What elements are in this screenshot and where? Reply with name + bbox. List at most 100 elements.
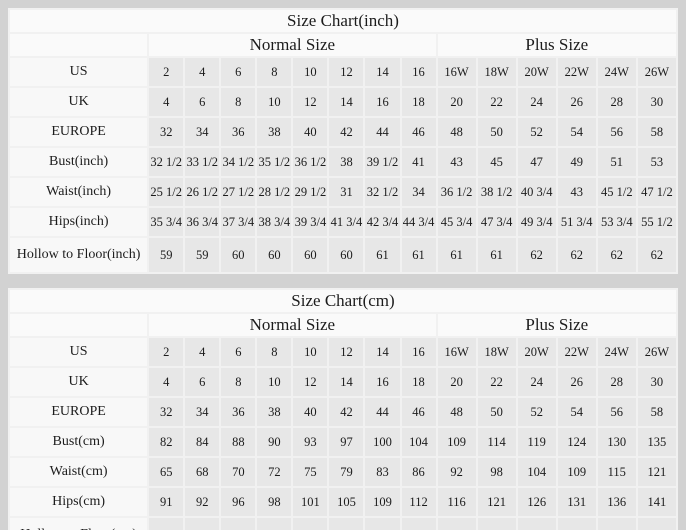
size-cell: 39 3/4 [293, 208, 328, 236]
size-cell: 49 3/4 [517, 208, 556, 236]
size-cell: 10 [293, 58, 328, 86]
size-cell: 14 [329, 368, 364, 396]
size-cell: 34 1/2 [221, 148, 256, 176]
table-row: Hips(cm) 91 92 96 98 101 105 109 112 116 121 126 131… [10, 488, 676, 516]
size-cell: 34 [185, 398, 220, 426]
size-cell: 33 1/2 [185, 148, 220, 176]
size-cell: 48 [437, 398, 476, 426]
size-cell: 36 1/2 [293, 148, 328, 176]
size-cell: 121 [637, 458, 676, 486]
size-cell: 42 [329, 118, 364, 146]
size-cell: 16 [365, 88, 400, 116]
size-cell: 56 [597, 118, 636, 146]
size-cell: 79 [329, 458, 364, 486]
table-row: Waist(inch) 25 1/2 26 1/2 27 1/2 28 1/2 29 1/… [10, 178, 676, 206]
size-cell: 52 [517, 398, 556, 426]
size-cell: 155 [437, 518, 476, 530]
size-cell: 112 [401, 488, 436, 516]
size-cell: 70 [221, 458, 256, 486]
size-cell: 24W [597, 58, 636, 86]
table-row: US 2 4 6 8 10 12 14 16 16W 18W 20W 22W 24W 26W [10, 58, 676, 86]
size-cell: 136 [597, 488, 636, 516]
size-cell: 35 3/4 [149, 208, 184, 236]
size-cell: 97 [329, 428, 364, 456]
row-label: EUROPE [10, 118, 148, 146]
size-cell: 32 [149, 118, 184, 146]
size-cell: 18W [477, 338, 516, 366]
row-label: US [10, 338, 148, 366]
size-chart-cm-table: Size Chart(cm) Normal Size Plus Size US 2… [8, 288, 678, 530]
size-cell: 4 [185, 58, 220, 86]
group-header-row: Normal Size Plus Size [10, 314, 676, 336]
size-cell: 24 [517, 88, 556, 116]
size-cell: 42 [329, 398, 364, 426]
table-body: US 2 4 6 8 10 12 14 16 16W 18W 20W 22W 24W 26W UK 4 6 8 10 1… [10, 338, 676, 530]
table-title-row: Size Chart(cm) [10, 290, 676, 312]
size-cell: 121 [477, 488, 516, 516]
size-cell: 10 [257, 368, 292, 396]
table-row: EUROPE 32 34 36 38 40 42 44 46 48 50 52 54 56 58 [10, 118, 676, 146]
size-cell: 16 [401, 338, 436, 366]
size-cell: 42 3/4 [365, 208, 400, 236]
size-cell: 26W [637, 338, 676, 366]
size-cell: 135 [637, 428, 676, 456]
size-cell: 155 [365, 518, 400, 530]
size-cell: 59 [149, 238, 184, 272]
size-cell: 152 [293, 518, 328, 530]
size-cell: 93 [293, 428, 328, 456]
size-cell: 43 [437, 148, 476, 176]
size-cell: 61 [477, 238, 516, 272]
size-cell: 51 [597, 148, 636, 176]
size-cell: 16W [437, 338, 476, 366]
row-label: US [10, 58, 148, 86]
size-cell: 16 [401, 58, 436, 86]
size-cell: 18 [401, 368, 436, 396]
size-cell: 158 [597, 518, 636, 530]
size-cell: 32 1/2 [149, 148, 184, 176]
size-cell: 141 [637, 488, 676, 516]
table-title-row: Size Chart(inch) [10, 10, 676, 32]
size-cell: 56 [597, 398, 636, 426]
table-row: Bust(cm) 82 84 88 90 93 97 100 104 109 114 119 124 13… [10, 428, 676, 456]
size-cell: 90 [257, 428, 292, 456]
size-cell: 38 [329, 148, 364, 176]
size-cell: 109 [557, 458, 596, 486]
size-cell: 155 [477, 518, 516, 530]
corner-cell [10, 34, 148, 56]
size-cell: 22W [557, 338, 596, 366]
size-cell: 104 [401, 428, 436, 456]
size-cell: 58 [637, 398, 676, 426]
table-row: UK 4 6 8 10 12 14 16 18 20 22 24 26 28 30 [10, 88, 676, 116]
size-cell: 50 [477, 118, 516, 146]
size-cell: 10 [293, 338, 328, 366]
size-cell: 4 [149, 88, 184, 116]
size-cell: 18 [401, 88, 436, 116]
size-cell: 62 [597, 238, 636, 272]
size-cell: 39 1/2 [365, 148, 400, 176]
size-cell: 28 [597, 368, 636, 396]
size-cell: 62 [637, 238, 676, 272]
size-cell: 50 [477, 398, 516, 426]
size-cell: 96 [221, 488, 256, 516]
size-cell: 34 [185, 118, 220, 146]
row-label: Waist(inch) [10, 178, 148, 206]
size-cell: 25 1/2 [149, 178, 184, 206]
group-header-plus-size: Plus Size [437, 314, 676, 336]
size-cell: 86 [401, 458, 436, 486]
size-cell: 126 [517, 488, 556, 516]
size-cell: 49 [557, 148, 596, 176]
size-cell: 27 1/2 [221, 178, 256, 206]
group-header-plus-size: Plus Size [437, 34, 676, 56]
table-body: US 2 4 6 8 10 12 14 16 16W 18W 20W 22W 24W 26W UK 4 6 8 10 1… [10, 58, 676, 272]
size-cell: 38 3/4 [257, 208, 292, 236]
size-cell: 60 [221, 238, 256, 272]
size-cell: 26 1/2 [185, 178, 220, 206]
size-cell: 20 [437, 88, 476, 116]
size-cell: 62 [557, 238, 596, 272]
size-cell: 61 [365, 238, 400, 272]
size-cell: 6 [221, 338, 256, 366]
size-cell: 115 [597, 458, 636, 486]
size-cell: 36 3/4 [185, 208, 220, 236]
size-cell: 130 [597, 428, 636, 456]
